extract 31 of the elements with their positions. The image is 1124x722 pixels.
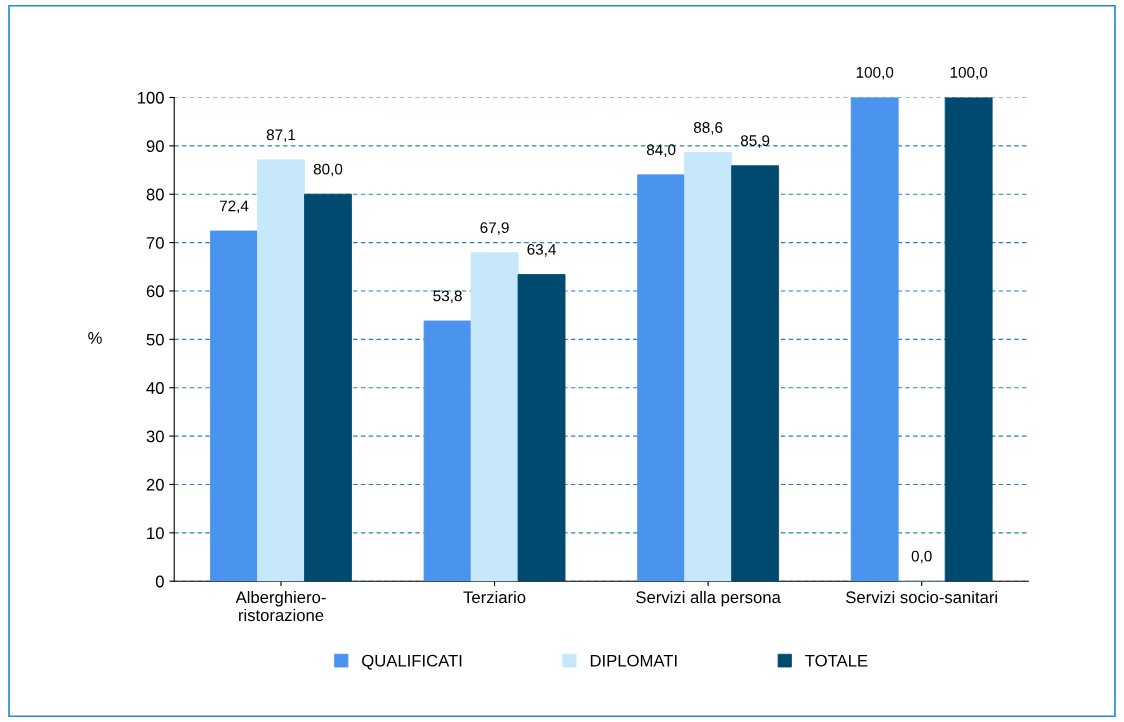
y-tick-label: 70: [146, 236, 164, 249]
data-label: 84,0: [646, 144, 676, 157]
y-tick-label: 20: [146, 478, 164, 491]
legend-label: QUALIFICATI: [362, 654, 462, 670]
y-axis-title: %: [88, 332, 102, 344]
data-label: 67,9: [480, 222, 509, 235]
data-label: 80,0: [313, 163, 343, 177]
data-label: 88,6: [693, 122, 723, 135]
data-label: 72,4: [219, 200, 249, 214]
y-tick-label: 90: [146, 140, 164, 153]
y-tick-label: 50: [146, 333, 164, 346]
y-tick-label: 30: [146, 430, 164, 443]
data-label: 53,8: [433, 290, 462, 304]
x-tick-label: Terziario: [463, 590, 526, 604]
x-tick-label: Servizi socio-sanitari: [846, 590, 997, 604]
y-tick-label: 0: [155, 575, 164, 588]
y-tick-label: 10: [147, 527, 164, 540]
data-label: 63,4: [527, 244, 556, 257]
y-tick-label: 60: [146, 285, 164, 298]
data-label: 85,9: [740, 135, 770, 148]
y-tick-label: 40: [146, 382, 164, 394]
x-tick-label: Alberghiero-ristorazione: [235, 590, 326, 622]
x-tick-label: Servizi alla persona: [636, 590, 781, 607]
y-tick-label: 100: [137, 91, 164, 104]
y-tick-label: 80: [146, 188, 164, 201]
legend-label: DIPLOMATI: [590, 654, 677, 667]
data-label: 0,0: [911, 550, 932, 564]
data-label: 87,1: [266, 129, 296, 142]
legend-label: TOTALE: [805, 654, 868, 667]
data-label: 100,0: [950, 66, 988, 80]
data-label: 100,0: [856, 66, 894, 80]
